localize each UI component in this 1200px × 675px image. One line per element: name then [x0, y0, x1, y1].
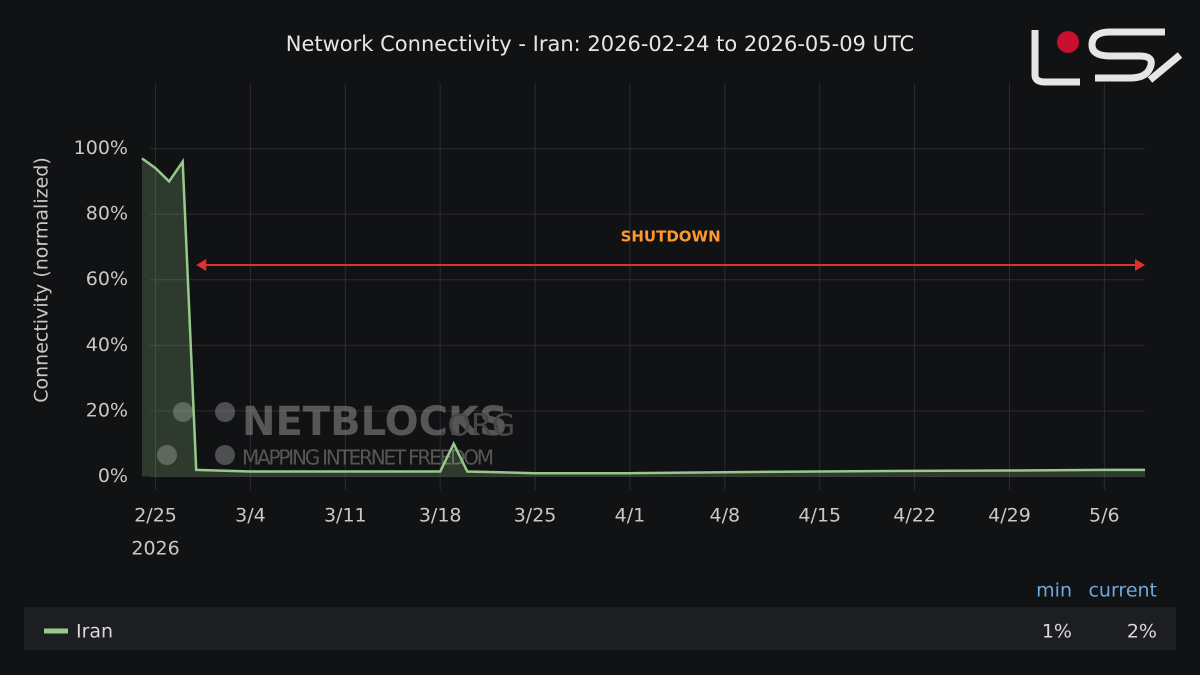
legend-stat-value: 1%: [1042, 621, 1072, 643]
x-tick-label: 3/18: [419, 505, 462, 527]
logo-shape: [1088, 28, 1165, 82]
chart-title: Network Connectivity - Iran: 2026-02-24 …: [286, 32, 914, 56]
legend-stat-header: current: [1088, 580, 1157, 602]
logo-dot: [1057, 31, 1079, 53]
y-tick-label: 20%: [86, 399, 128, 421]
legend-label[interactable]: Iran: [76, 621, 113, 643]
x-tick-label: 4/1: [615, 505, 646, 527]
arrow-head: [1135, 258, 1145, 271]
legend-stat-header: min: [1036, 580, 1072, 602]
grid: [150, 83, 1145, 490]
x-tick-label: 4/29: [988, 505, 1031, 527]
x-year-label: 2026: [131, 538, 179, 560]
line: [141, 157, 1145, 475]
watermark-icon: [173, 402, 193, 422]
x-tick-label: 3/4: [235, 505, 266, 527]
logo-shape: [1031, 30, 1080, 86]
x-tick-label: 4/8: [710, 505, 741, 527]
y-tick-label: 60%: [86, 268, 128, 290]
watermark: NETBLOCKS .ORG MAPPING INTERNET FREEDOM: [157, 399, 515, 470]
y-tick-label: 0%: [98, 465, 128, 487]
x-tick-label: 3/11: [324, 505, 367, 527]
x-tick-label: 4/15: [798, 505, 841, 527]
logo-shape: [1147, 52, 1183, 83]
site-logo: [1031, 28, 1183, 86]
x-tick-label: 4/22: [893, 505, 936, 527]
watermark-icon: [215, 445, 235, 465]
watermark-title: NETBLOCKS: [242, 399, 508, 445]
y-tick-label: 80%: [86, 203, 128, 225]
x-tick-label: 2/25: [134, 505, 177, 527]
y-tick-label: 40%: [86, 334, 128, 356]
annotation-text: SHUTDOWN: [621, 227, 721, 245]
arrow-head: [196, 258, 207, 271]
watermark-icon: [215, 402, 235, 422]
watermark-suffix: .ORG: [438, 409, 515, 444]
x-tick-label: 3/25: [514, 505, 557, 527]
y-axis-label: Connectivity (normalized): [31, 157, 53, 403]
watermark-icon: [157, 445, 177, 465]
legend-stat-value: 2%: [1127, 621, 1157, 643]
legend-row: [24, 607, 1176, 650]
x-tick-label: 5/6: [1089, 505, 1120, 527]
y-tick-label: 100%: [74, 137, 128, 159]
